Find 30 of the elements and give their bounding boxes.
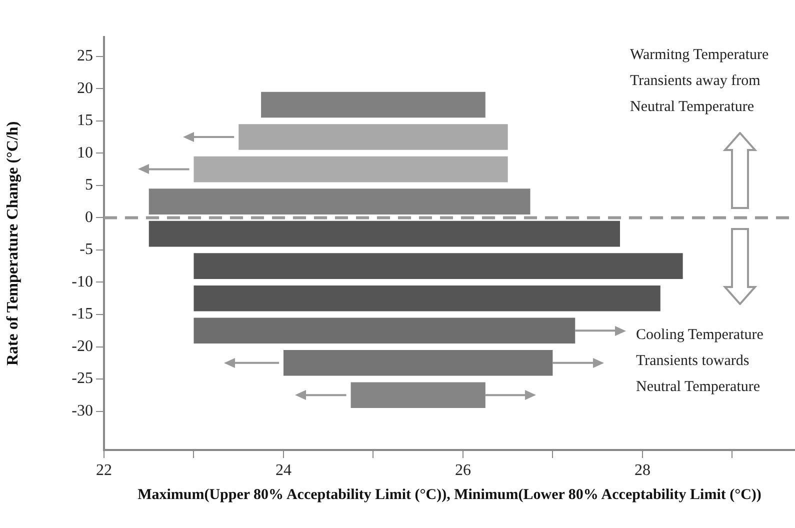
y-axis-title: Rate of Temperature Change (°C/h) <box>4 121 22 366</box>
y-tick-label: -10 <box>72 273 93 290</box>
x-tick-label: 28 <box>634 462 650 479</box>
bar <box>238 124 508 150</box>
bar <box>148 220 620 247</box>
y-tick-label: -25 <box>72 370 93 388</box>
bar <box>283 350 553 376</box>
bar <box>194 318 576 344</box>
y-tick-label: -5 <box>80 241 93 258</box>
x-tick-label: 24 <box>275 462 292 479</box>
y-tick-label: -15 <box>72 306 93 323</box>
x-tick-label: 26 <box>454 462 471 479</box>
bar <box>194 253 683 279</box>
bar <box>148 188 530 214</box>
x-axis-title: Maximum(Upper 80% Acceptability Limit (°C)), Minimum(Lower 80% Acceptability Limit (°C)) <box>136 486 762 504</box>
x-tick-label: 22 <box>96 462 112 479</box>
y-tick-label: 20 <box>77 80 93 97</box>
y-tick-label: 0 <box>85 208 93 226</box>
bar <box>194 285 660 312</box>
y-tick-label: 15 <box>77 112 93 130</box>
y-tick-label: -30 <box>72 402 93 420</box>
bar <box>350 382 486 408</box>
y-tick-label: -20 <box>72 338 93 355</box>
bar <box>261 92 486 118</box>
y-tick-label: 5 <box>85 176 93 194</box>
annotation: Cooling Temperature Transients towards Neutral Temperature <box>636 326 764 397</box>
bar <box>194 156 508 182</box>
annotation: Warmitng Temperature Transients away from Neutral Temperature <box>630 46 770 117</box>
y-tick-label: 10 <box>77 144 93 162</box>
y-tick-label: 25 <box>77 48 93 65</box>
